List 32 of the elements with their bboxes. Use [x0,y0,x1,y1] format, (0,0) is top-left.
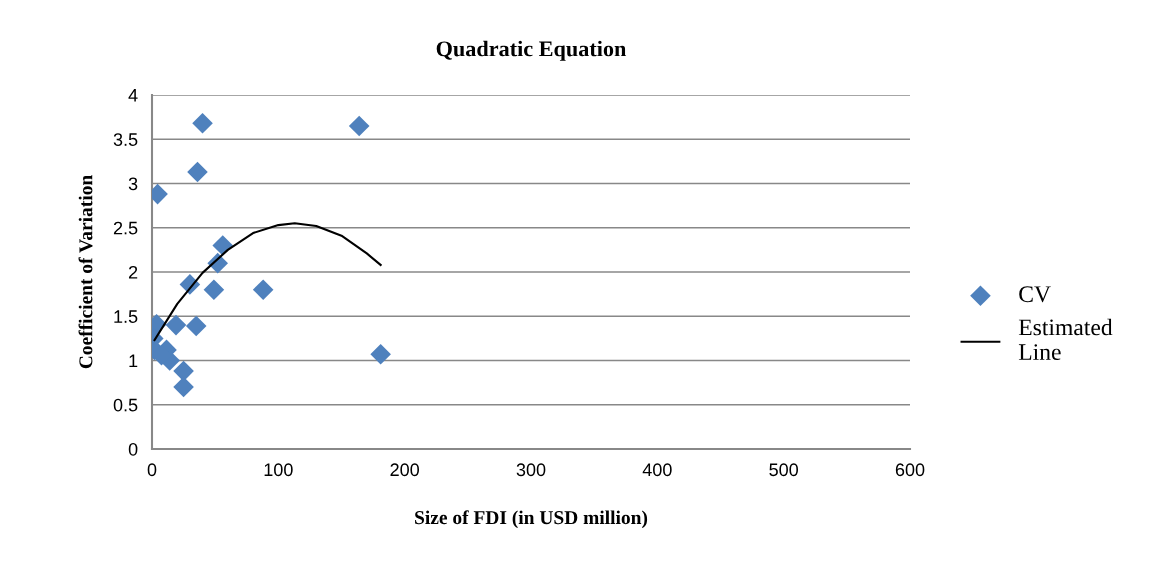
y-tick-label: 3.5 [113,133,138,146]
point [252,279,274,300]
point [192,113,213,134]
chart-title: Quadratic Equation [436,40,627,61]
point [370,344,391,365]
y-tick-label: 1 [129,354,138,368]
point [203,279,225,300]
x-tick-label: 500 [769,463,799,477]
y-tick-label: 0 [128,442,138,456]
point [348,115,370,137]
legend-label: Estimated Line [1018,318,1113,361]
y-tick-label: 1.5 [114,310,138,323]
legend-label: CV [1019,286,1051,303]
line-series [153,222,382,342]
y-tick-label: 4 [128,89,138,102]
point [187,161,208,183]
x-tick-label: 100 [264,463,293,477]
point [173,376,194,398]
x-tick-label: 0 [147,463,157,477]
point [173,360,194,382]
point [185,315,207,337]
y-tick-label: 3 [128,177,138,191]
x-tick-label: 600 [895,463,925,477]
y-tick-label: 2 [128,265,138,279]
y-tick-label: 2.5 [113,221,138,235]
x-tick-label: 300 [516,463,546,477]
point [165,314,187,336]
y-axis-title: Coefficient of Variation [78,175,93,369]
x-tick-label: 400 [642,463,672,477]
x-axis-title: Size of FDI (in USD million) [415,510,648,529]
y-tick-label: 0.5 [113,398,138,412]
x-tick-label: 200 [390,463,420,477]
